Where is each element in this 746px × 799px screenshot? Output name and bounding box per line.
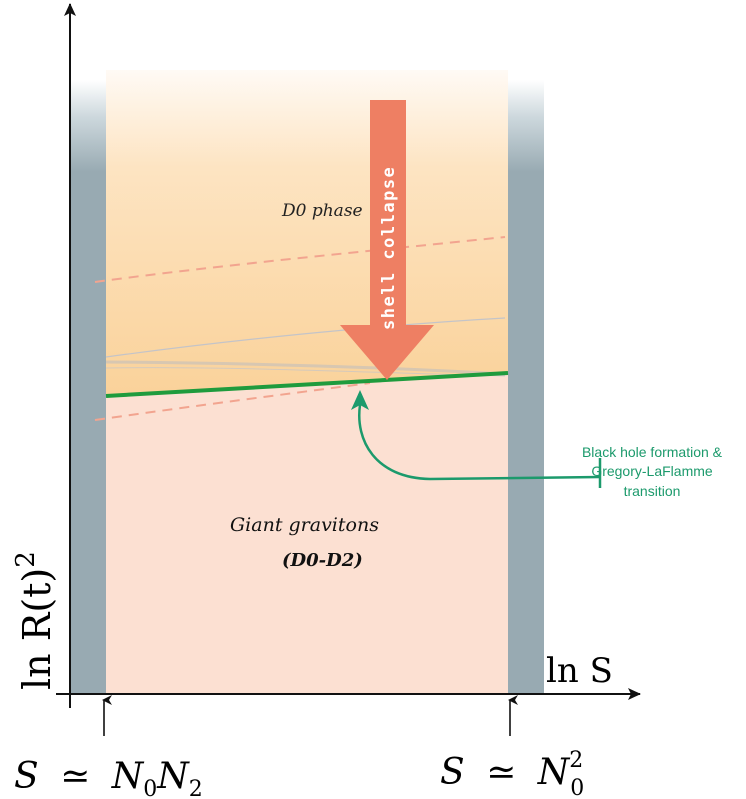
left-marker-rel: ≃ [60,756,90,797]
annotation-arrowhead [351,390,369,410]
faint-curve-3 [105,367,506,377]
right-marker-s: S [440,752,465,793]
faint-curve-2 [105,360,506,376]
d0-phase-region [106,70,508,395]
shell-collapse-label: shell collapse [379,166,399,330]
y-axis-text: ln R(t) [15,568,59,690]
right-marker-formula: S ≃ N2 0 [440,748,584,799]
giant-gravitons-region [106,373,508,694]
d0-phase-label: D0 phase [281,201,363,221]
right-marker-sub: 0 [570,776,584,799]
left-marker-n2: N [156,756,190,797]
transition-line [105,371,509,398]
y-axis-exponent: 2 [11,551,41,568]
right-marker-sup: 2 [569,748,583,773]
y-axis-label: ln R(t)2 [11,551,59,690]
left-marker-n2-sub: 2 [189,777,203,799]
annotation-line-1: Black hole formation & [582,444,723,460]
dashed-curve-lower [94,382,371,421]
shell-collapse-arrow: shell collapse [340,100,434,380]
right-marker-rel: ≃ [486,752,516,793]
annotation-connector [351,390,602,488]
annotation-line-3: transition [624,483,681,499]
annotation-line-2: Gregory-LaFlamme [591,463,713,479]
dashed-curve-upper [94,236,506,283]
x-axis-label: ln S [546,651,613,691]
right-marker-n: N [537,752,571,793]
left-marker-formula: S ≃ N0N2 [14,756,203,799]
d0-d2-label: (D0-D2) [282,550,363,571]
giant-gravitons-label: Giant gravitons [230,514,379,536]
left-marker-s: S [14,756,39,797]
faint-curve-1 [105,317,506,358]
left-band [70,80,106,694]
left-marker-n0: N [111,756,145,797]
left-marker-n0-sub: 0 [143,777,157,799]
svg-text:ln R(t)2: ln R(t)2 [11,551,59,690]
right-band [508,80,544,694]
